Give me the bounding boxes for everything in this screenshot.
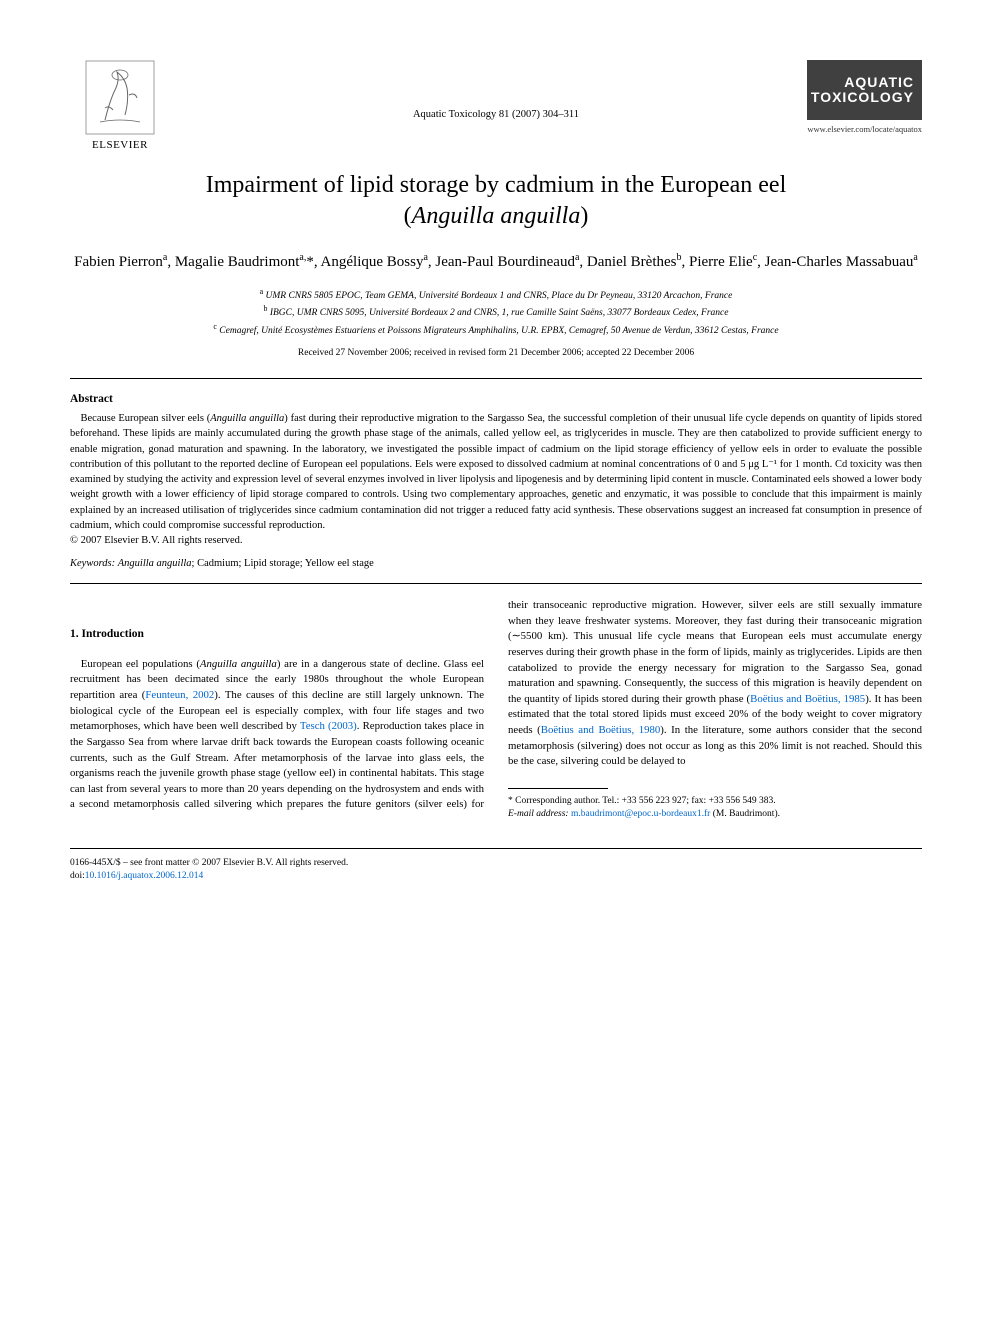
publisher-name: ELSEVIER: [92, 139, 148, 151]
email-label: E-mail address:: [508, 809, 569, 819]
affiliation: b IBGC, UMR CNRS 5095, Université Bordea…: [70, 303, 922, 320]
publisher-block: ELSEVIER: [70, 60, 170, 151]
affiliations: a UMR CNRS 5805 EPOC, Team GEMA, Univers…: [70, 286, 922, 338]
title-line2-suffix: ): [580, 203, 588, 229]
abstract-heading: Abstract: [70, 393, 922, 405]
journal-block: AQUATIC TOXICOLOGY www.elsevier.com/loca…: [772, 60, 922, 134]
header-row: ELSEVIER AQUATIC TOXICOLOGY www.elsevier…: [70, 60, 922, 151]
footer-rule: [70, 848, 922, 849]
article-dates: Received 27 November 2006; received in r…: [70, 348, 922, 358]
rule-top: [70, 378, 922, 379]
article-title: Impairment of lipid storage by cadmium i…: [70, 170, 922, 232]
ref-link[interactable]: Boëtius and Boëtius, 1985: [750, 693, 865, 705]
corr-email-line: E-mail address: m.baudrimont@epoc.u-bord…: [508, 808, 922, 821]
footnote: * Corresponding author. Tel.: +33 556 22…: [508, 795, 922, 822]
title-line1: Impairment of lipid storage by cadmium i…: [206, 172, 787, 198]
keywords-label: Keywords:: [70, 558, 115, 569]
ref-link[interactable]: Tesch (2003): [300, 720, 357, 732]
corr-author: * Corresponding author. Tel.: +33 556 22…: [508, 795, 922, 808]
keywords-text: Anguilla anguilla; Cadmium; Lipid storag…: [118, 558, 374, 569]
journal-title-line2: TOXICOLOGY: [811, 90, 914, 105]
ref-link[interactable]: Feunteun, 2002: [145, 689, 214, 701]
keywords: Keywords: Anguilla anguilla; Cadmium; Li…: [70, 558, 922, 569]
doi-link[interactable]: 10.1016/j.aquatox.2006.12.014: [85, 871, 203, 881]
journal-title-line1: AQUATIC: [844, 75, 914, 90]
corr-email[interactable]: m.baudrimont@epoc.u-bordeaux1.fr: [571, 809, 710, 819]
body-columns: 1. Introduction European eel populations…: [70, 598, 922, 822]
journal-cover: AQUATIC TOXICOLOGY: [807, 60, 922, 120]
footer: 0166-445X/$ – see front matter © 2007 El…: [70, 857, 922, 884]
footer-doi-line: doi:10.1016/j.aquatox.2006.12.014: [70, 870, 922, 883]
email-suffix: (M. Baudrimont).: [713, 809, 780, 819]
abstract-text: Because European silver eels (Anguilla a…: [70, 411, 922, 533]
affiliation: a UMR CNRS 5805 EPOC, Team GEMA, Univers…: [70, 286, 922, 303]
rule-bottom: [70, 583, 922, 584]
affiliation: c Cemagref, Unité Ecosystèmes Estuariens…: [70, 321, 922, 338]
title-species: Anguilla anguilla: [412, 203, 581, 229]
intro-heading: 1. Introduction: [70, 626, 484, 643]
journal-url: www.elsevier.com/locate/aquatox: [807, 124, 922, 134]
footnote-rule: [508, 788, 608, 789]
doi-label: doi:: [70, 871, 85, 881]
elsevier-logo: [85, 60, 155, 135]
copyright: © 2007 Elsevier B.V. All rights reserved…: [70, 535, 922, 546]
title-line2-prefix: (: [404, 203, 412, 229]
ref-link[interactable]: Boëtius and Boëtius, 1980: [541, 724, 661, 736]
footer-line1: 0166-445X/$ – see front matter © 2007 El…: [70, 857, 922, 870]
authors: Fabien Pierrona, Magalie Baudrimonta,*, …: [70, 250, 922, 274]
